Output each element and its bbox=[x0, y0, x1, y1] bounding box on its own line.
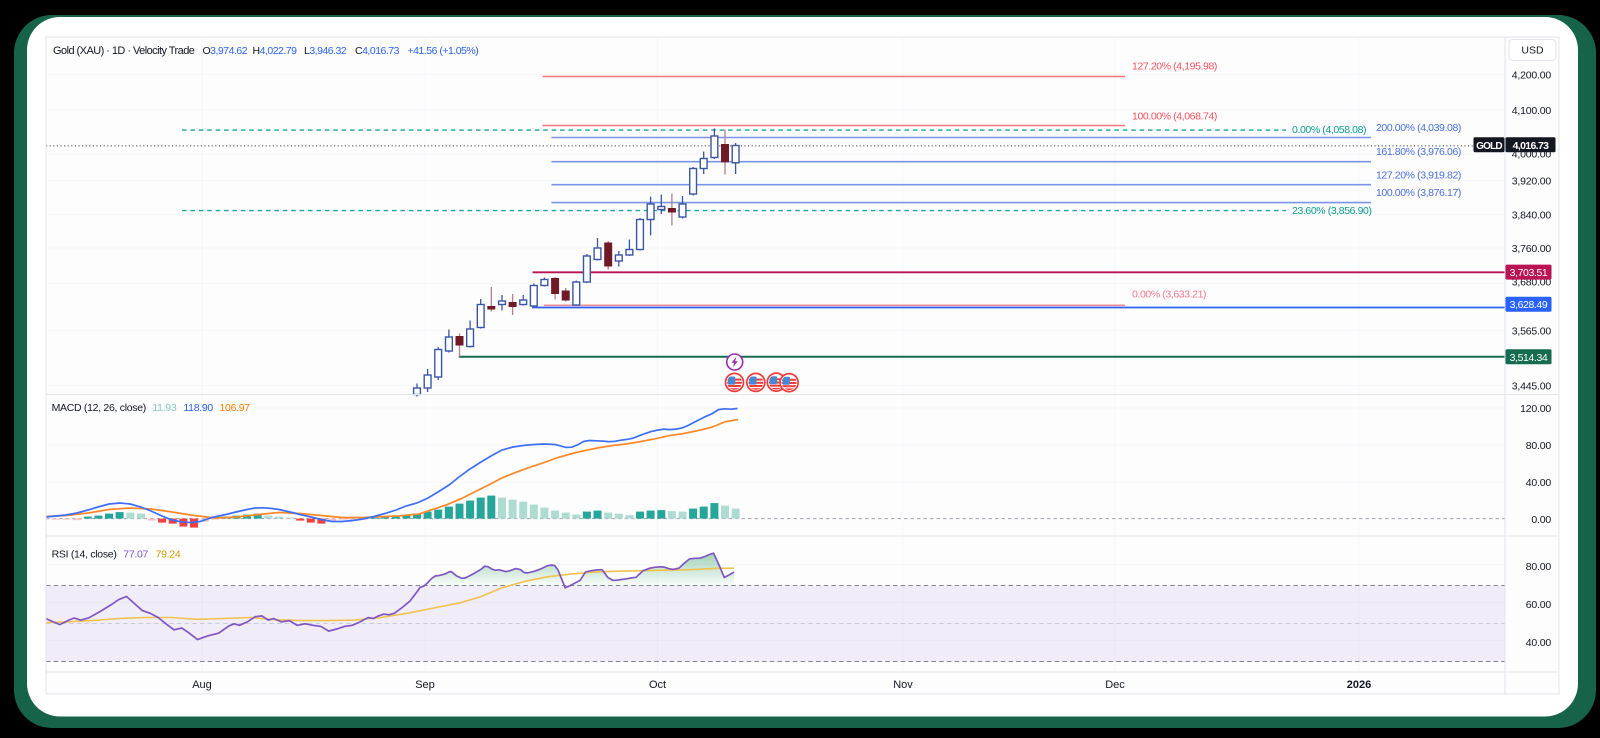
svg-text:Gold (XAU) · 1D · Velocity Tra: Gold (XAU) · 1D · Velocity Trade bbox=[53, 45, 195, 57]
svg-text:4,016.73: 4,016.73 bbox=[1513, 140, 1549, 152]
svg-text:127.20% (3,919.82): 127.20% (3,919.82) bbox=[1376, 170, 1461, 182]
svg-text:3,840.00: 3,840.00 bbox=[1512, 210, 1552, 222]
svg-text:L3,946.32: L3,946.32 bbox=[304, 45, 347, 57]
svg-text:H4,022.79: H4,022.79 bbox=[253, 45, 298, 57]
svg-text:80.00: 80.00 bbox=[1526, 440, 1552, 452]
svg-text:40.00: 40.00 bbox=[1526, 477, 1552, 489]
svg-text:4,100.00: 4,100.00 bbox=[1512, 105, 1552, 117]
svg-text:200.00% (4,039.08): 200.00% (4,039.08) bbox=[1376, 122, 1461, 134]
svg-text:Dec: Dec bbox=[1105, 679, 1125, 691]
svg-text:MACD (12, 26, close): MACD (12, 26, close) bbox=[52, 402, 146, 414]
svg-text:79.24: 79.24 bbox=[156, 549, 181, 561]
svg-text:3,920.00: 3,920.00 bbox=[1512, 176, 1552, 188]
svg-text:Sep: Sep bbox=[415, 679, 435, 691]
svg-text:2026: 2026 bbox=[1347, 679, 1371, 691]
svg-text:3,703.51: 3,703.51 bbox=[1510, 267, 1548, 279]
svg-text:3,760.00: 3,760.00 bbox=[1512, 243, 1552, 255]
svg-text:0.00% (4,058.08): 0.00% (4,058.08) bbox=[1292, 124, 1366, 136]
svg-text:3,565.00: 3,565.00 bbox=[1512, 326, 1552, 338]
svg-text:40.00: 40.00 bbox=[1526, 637, 1552, 649]
svg-text:+41.56 (+1.05%): +41.56 (+1.05%) bbox=[408, 45, 479, 57]
svg-text:100.00% (4,068.74): 100.00% (4,068.74) bbox=[1132, 111, 1217, 123]
svg-text:161.80% (3,976.06): 161.80% (3,976.06) bbox=[1376, 146, 1461, 158]
svg-text:11.93: 11.93 bbox=[152, 402, 176, 414]
svg-text:USD: USD bbox=[1521, 45, 1544, 57]
svg-text:120.00: 120.00 bbox=[1520, 403, 1551, 415]
svg-text:0.00% (3,633.21): 0.00% (3,633.21) bbox=[1132, 289, 1206, 301]
svg-text:C4,016.73: C4,016.73 bbox=[355, 45, 400, 57]
svg-text:127.20% (4,195.98): 127.20% (4,195.98) bbox=[1132, 61, 1217, 73]
svg-text:Oct: Oct bbox=[649, 679, 666, 691]
svg-text:60.00: 60.00 bbox=[1526, 599, 1552, 611]
svg-text:3,514.34: 3,514.34 bbox=[1510, 352, 1548, 364]
svg-text:77.07: 77.07 bbox=[123, 549, 148, 561]
svg-text:80.00: 80.00 bbox=[1526, 561, 1552, 573]
svg-text:GOLD: GOLD bbox=[1476, 141, 1502, 152]
svg-text:3,628.49: 3,628.49 bbox=[1510, 299, 1548, 311]
svg-text:3,445.00: 3,445.00 bbox=[1512, 381, 1552, 393]
svg-text:0.00: 0.00 bbox=[1531, 514, 1551, 526]
svg-text:Aug: Aug bbox=[192, 679, 212, 691]
svg-text:118.90: 118.90 bbox=[183, 402, 213, 414]
svg-text:100.00% (3,876.17): 100.00% (3,876.17) bbox=[1376, 187, 1461, 199]
svg-text:Nov: Nov bbox=[893, 679, 913, 691]
svg-text:23.60% (3,856.90): 23.60% (3,856.90) bbox=[1292, 205, 1372, 217]
svg-text:RSI (14, close): RSI (14, close) bbox=[52, 549, 117, 561]
svg-text:4,200.00: 4,200.00 bbox=[1512, 70, 1552, 82]
svg-text:O3,974.62: O3,974.62 bbox=[203, 45, 248, 57]
svg-text:106.97: 106.97 bbox=[220, 402, 251, 414]
